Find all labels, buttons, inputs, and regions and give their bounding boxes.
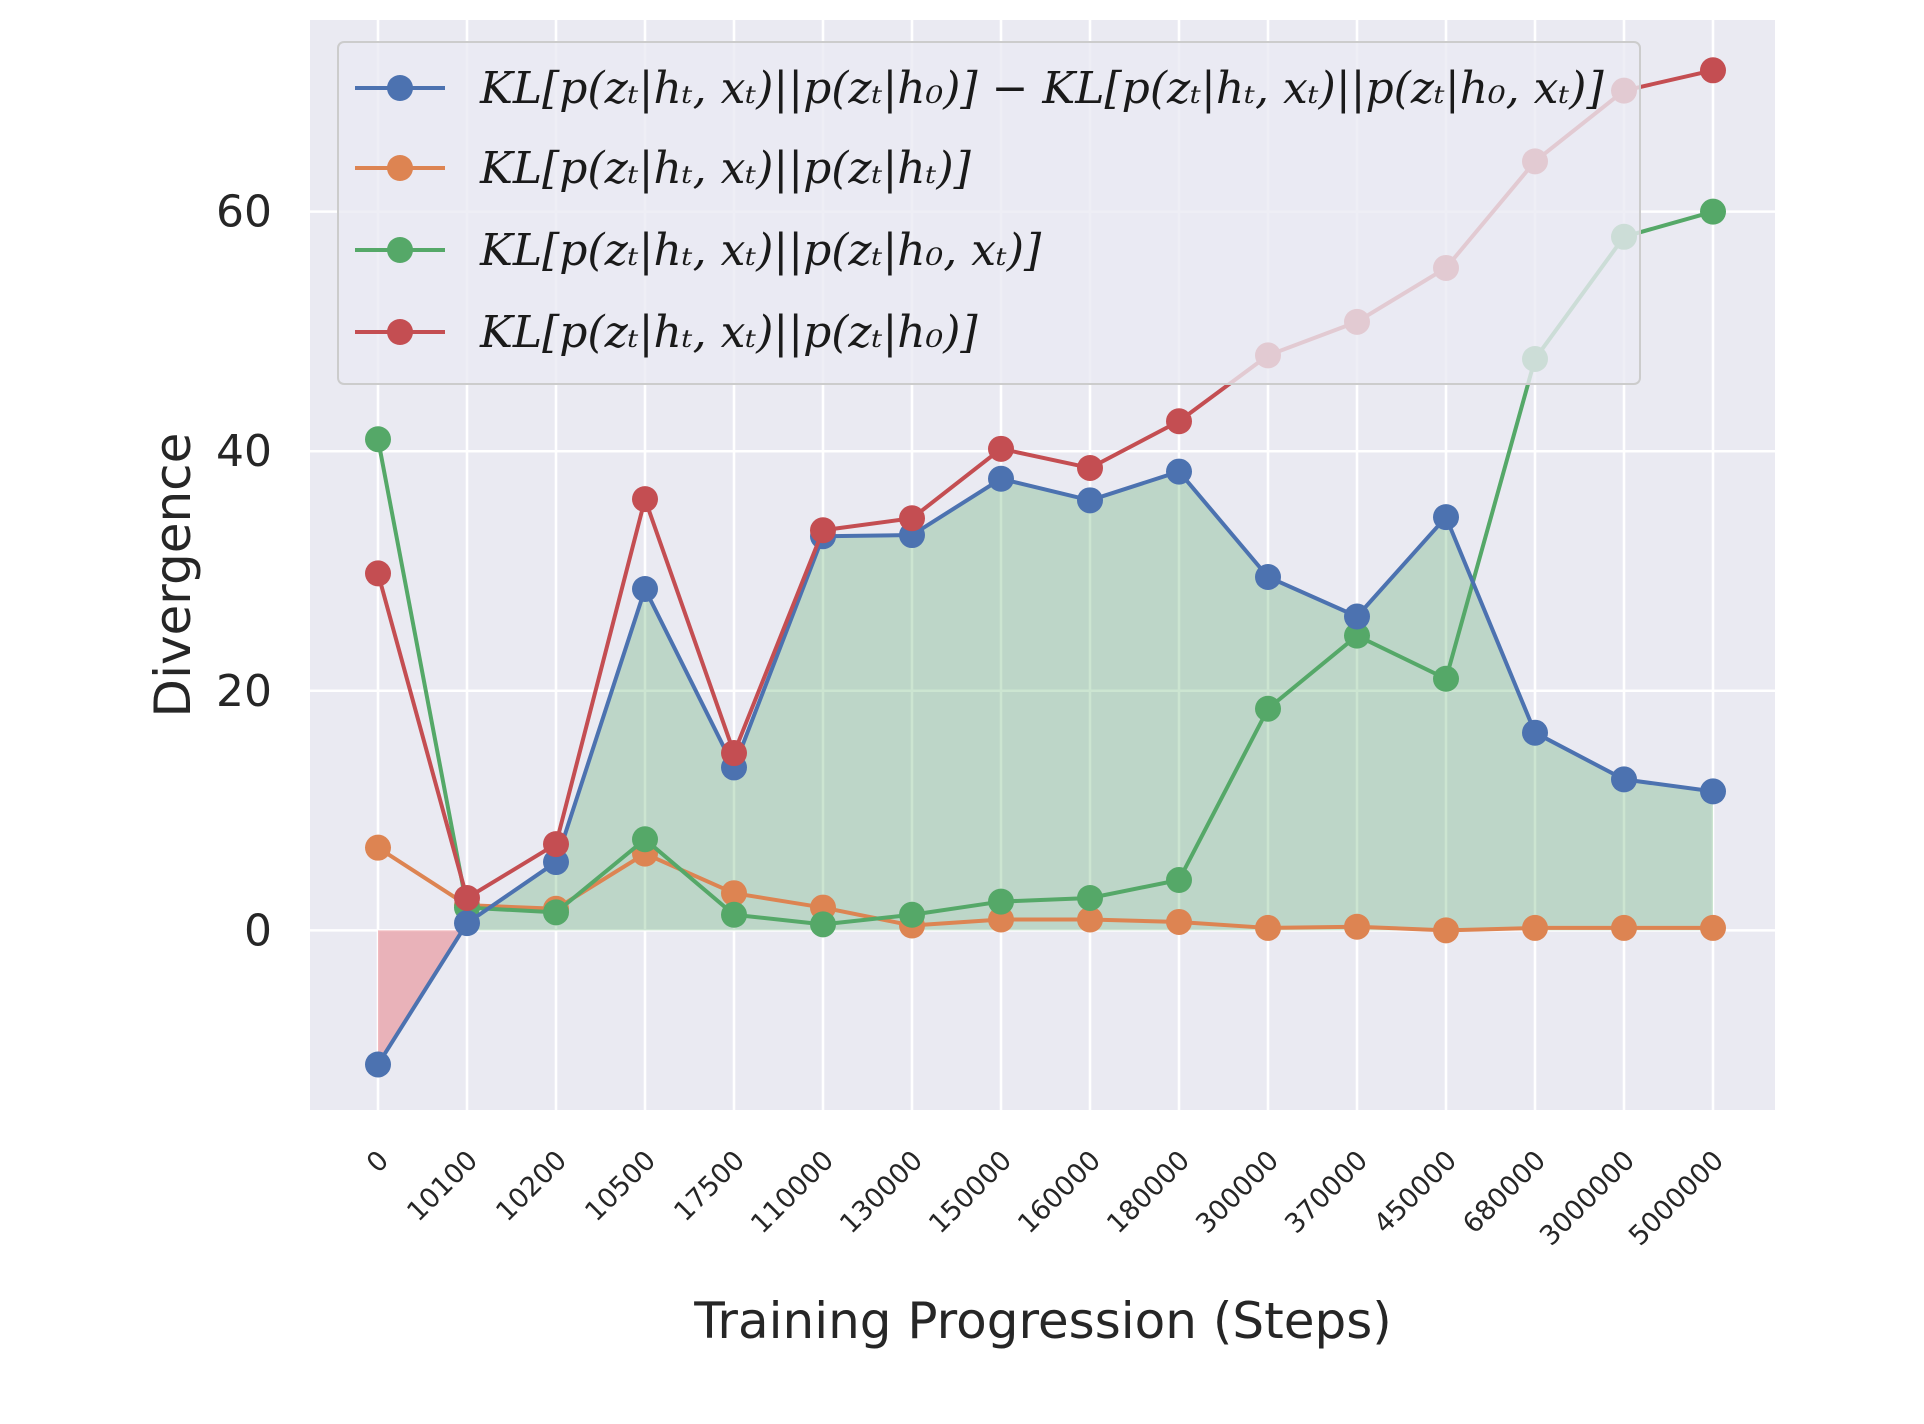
data-point — [899, 505, 925, 532]
legend-box — [337, 41, 1641, 385]
x-tick-label: 17500 — [668, 1145, 751, 1228]
data-point — [632, 575, 658, 602]
data-point — [1077, 906, 1103, 933]
y-tick-label: 0 — [244, 905, 272, 956]
data-point — [543, 849, 569, 876]
y-tick-labels: 0 20 40 60 — [216, 187, 272, 957]
data-point — [1700, 778, 1726, 805]
series-line — [376, 209, 1714, 927]
legend-marker — [387, 237, 413, 263]
y-tick-label: 20 — [216, 666, 272, 717]
legend: KL[p(zₜ|hₜ, xₜ)||p(zₜ|h₀)] − KL[p(zₜ|hₜ,… — [337, 41, 1641, 385]
data-point — [1077, 884, 1103, 911]
data-point — [543, 831, 569, 858]
data-point — [810, 911, 836, 938]
x-tick-label: 370000 — [1279, 1145, 1374, 1240]
x-tick-label: 450000 — [1368, 1145, 1463, 1240]
legend-marker — [387, 75, 413, 101]
data-point — [1166, 908, 1192, 935]
data-point — [1433, 665, 1459, 692]
fill-region — [462, 471, 1713, 931]
data-point — [988, 888, 1014, 915]
data-point — [365, 426, 391, 453]
x-tick-label: 110000 — [745, 1145, 840, 1240]
data-point — [988, 435, 1014, 462]
x-tick-label: 0 — [361, 1145, 395, 1179]
data-point — [1522, 719, 1548, 746]
series-line — [376, 469, 1714, 1066]
data-point — [1344, 622, 1370, 649]
data-point — [454, 884, 480, 911]
data-point — [365, 560, 391, 587]
data-point — [988, 906, 1014, 933]
x-tick-labels: 0 10100 10200 10500 175001100001300001500001… — [361, 1145, 1730, 1252]
x-tick-label: 10100 — [401, 1145, 484, 1228]
data-point — [810, 517, 836, 544]
data-point — [988, 465, 1014, 492]
data-point — [1255, 563, 1281, 590]
legend-label: KL[p(zₜ|hₜ, xₜ)||p(zₜ|h₀, xₜ)] — [479, 225, 1042, 276]
data-point — [1166, 867, 1192, 894]
data-point — [899, 901, 925, 928]
data-point — [1166, 408, 1192, 435]
legend-marker — [387, 155, 413, 181]
data-point — [1700, 57, 1726, 84]
data-point — [1433, 917, 1459, 944]
data-point — [721, 901, 747, 928]
data-point — [543, 899, 569, 926]
data-point — [1166, 458, 1192, 485]
legend-label: KL[p(zₜ|hₜ, xₜ)||p(zₜ|h₀)] − KL[p(zₜ|hₜ,… — [479, 63, 1604, 114]
data-point — [721, 880, 747, 907]
x-tick-label: 5000000 — [1623, 1145, 1730, 1252]
y-tick-label: 60 — [216, 187, 272, 238]
legend-label: KL[p(zₜ|hₜ, xₜ)||p(zₜ|h₀)] — [479, 307, 978, 358]
data-point — [632, 486, 658, 513]
x-tick-label: 130000 — [834, 1145, 929, 1240]
x-tick-label: 300000 — [1190, 1145, 1285, 1240]
data-point — [1700, 198, 1726, 225]
x-axis-label: Training Progression (Steps) — [693, 1292, 1392, 1350]
data-point — [1344, 913, 1370, 940]
data-point — [365, 834, 391, 861]
data-point — [1255, 695, 1281, 722]
y-tick-label: 40 — [216, 426, 272, 477]
data-point — [1344, 603, 1370, 630]
data-point — [454, 910, 480, 937]
legend-label: KL[p(zₜ|hₜ, xₜ)||p(zₜ|hₜ)] — [479, 143, 972, 194]
data-point — [1077, 487, 1103, 514]
series-line — [376, 846, 1713, 933]
data-point — [721, 740, 747, 767]
x-tick-label: 180000 — [1101, 1145, 1196, 1240]
x-tick-label: 10200 — [490, 1145, 573, 1228]
data-point — [1611, 914, 1637, 941]
x-tick-label: 3000000 — [1534, 1145, 1641, 1252]
y-axis-label: Divergence — [144, 433, 202, 718]
x-tick-label: 160000 — [1012, 1145, 1107, 1240]
data-point — [1522, 914, 1548, 941]
legend-marker — [387, 319, 413, 345]
data-point — [1433, 504, 1459, 531]
data-point — [1611, 766, 1637, 793]
data-point — [365, 1051, 391, 1078]
data-point — [1077, 454, 1103, 481]
x-tick-label: 150000 — [923, 1145, 1018, 1240]
data-point — [1700, 914, 1726, 941]
x-tick-label: 10500 — [579, 1145, 662, 1228]
data-point — [1255, 914, 1281, 941]
data-point — [632, 826, 658, 853]
